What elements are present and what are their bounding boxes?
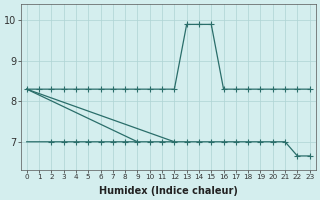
X-axis label: Humidex (Indice chaleur): Humidex (Indice chaleur) — [99, 186, 238, 196]
